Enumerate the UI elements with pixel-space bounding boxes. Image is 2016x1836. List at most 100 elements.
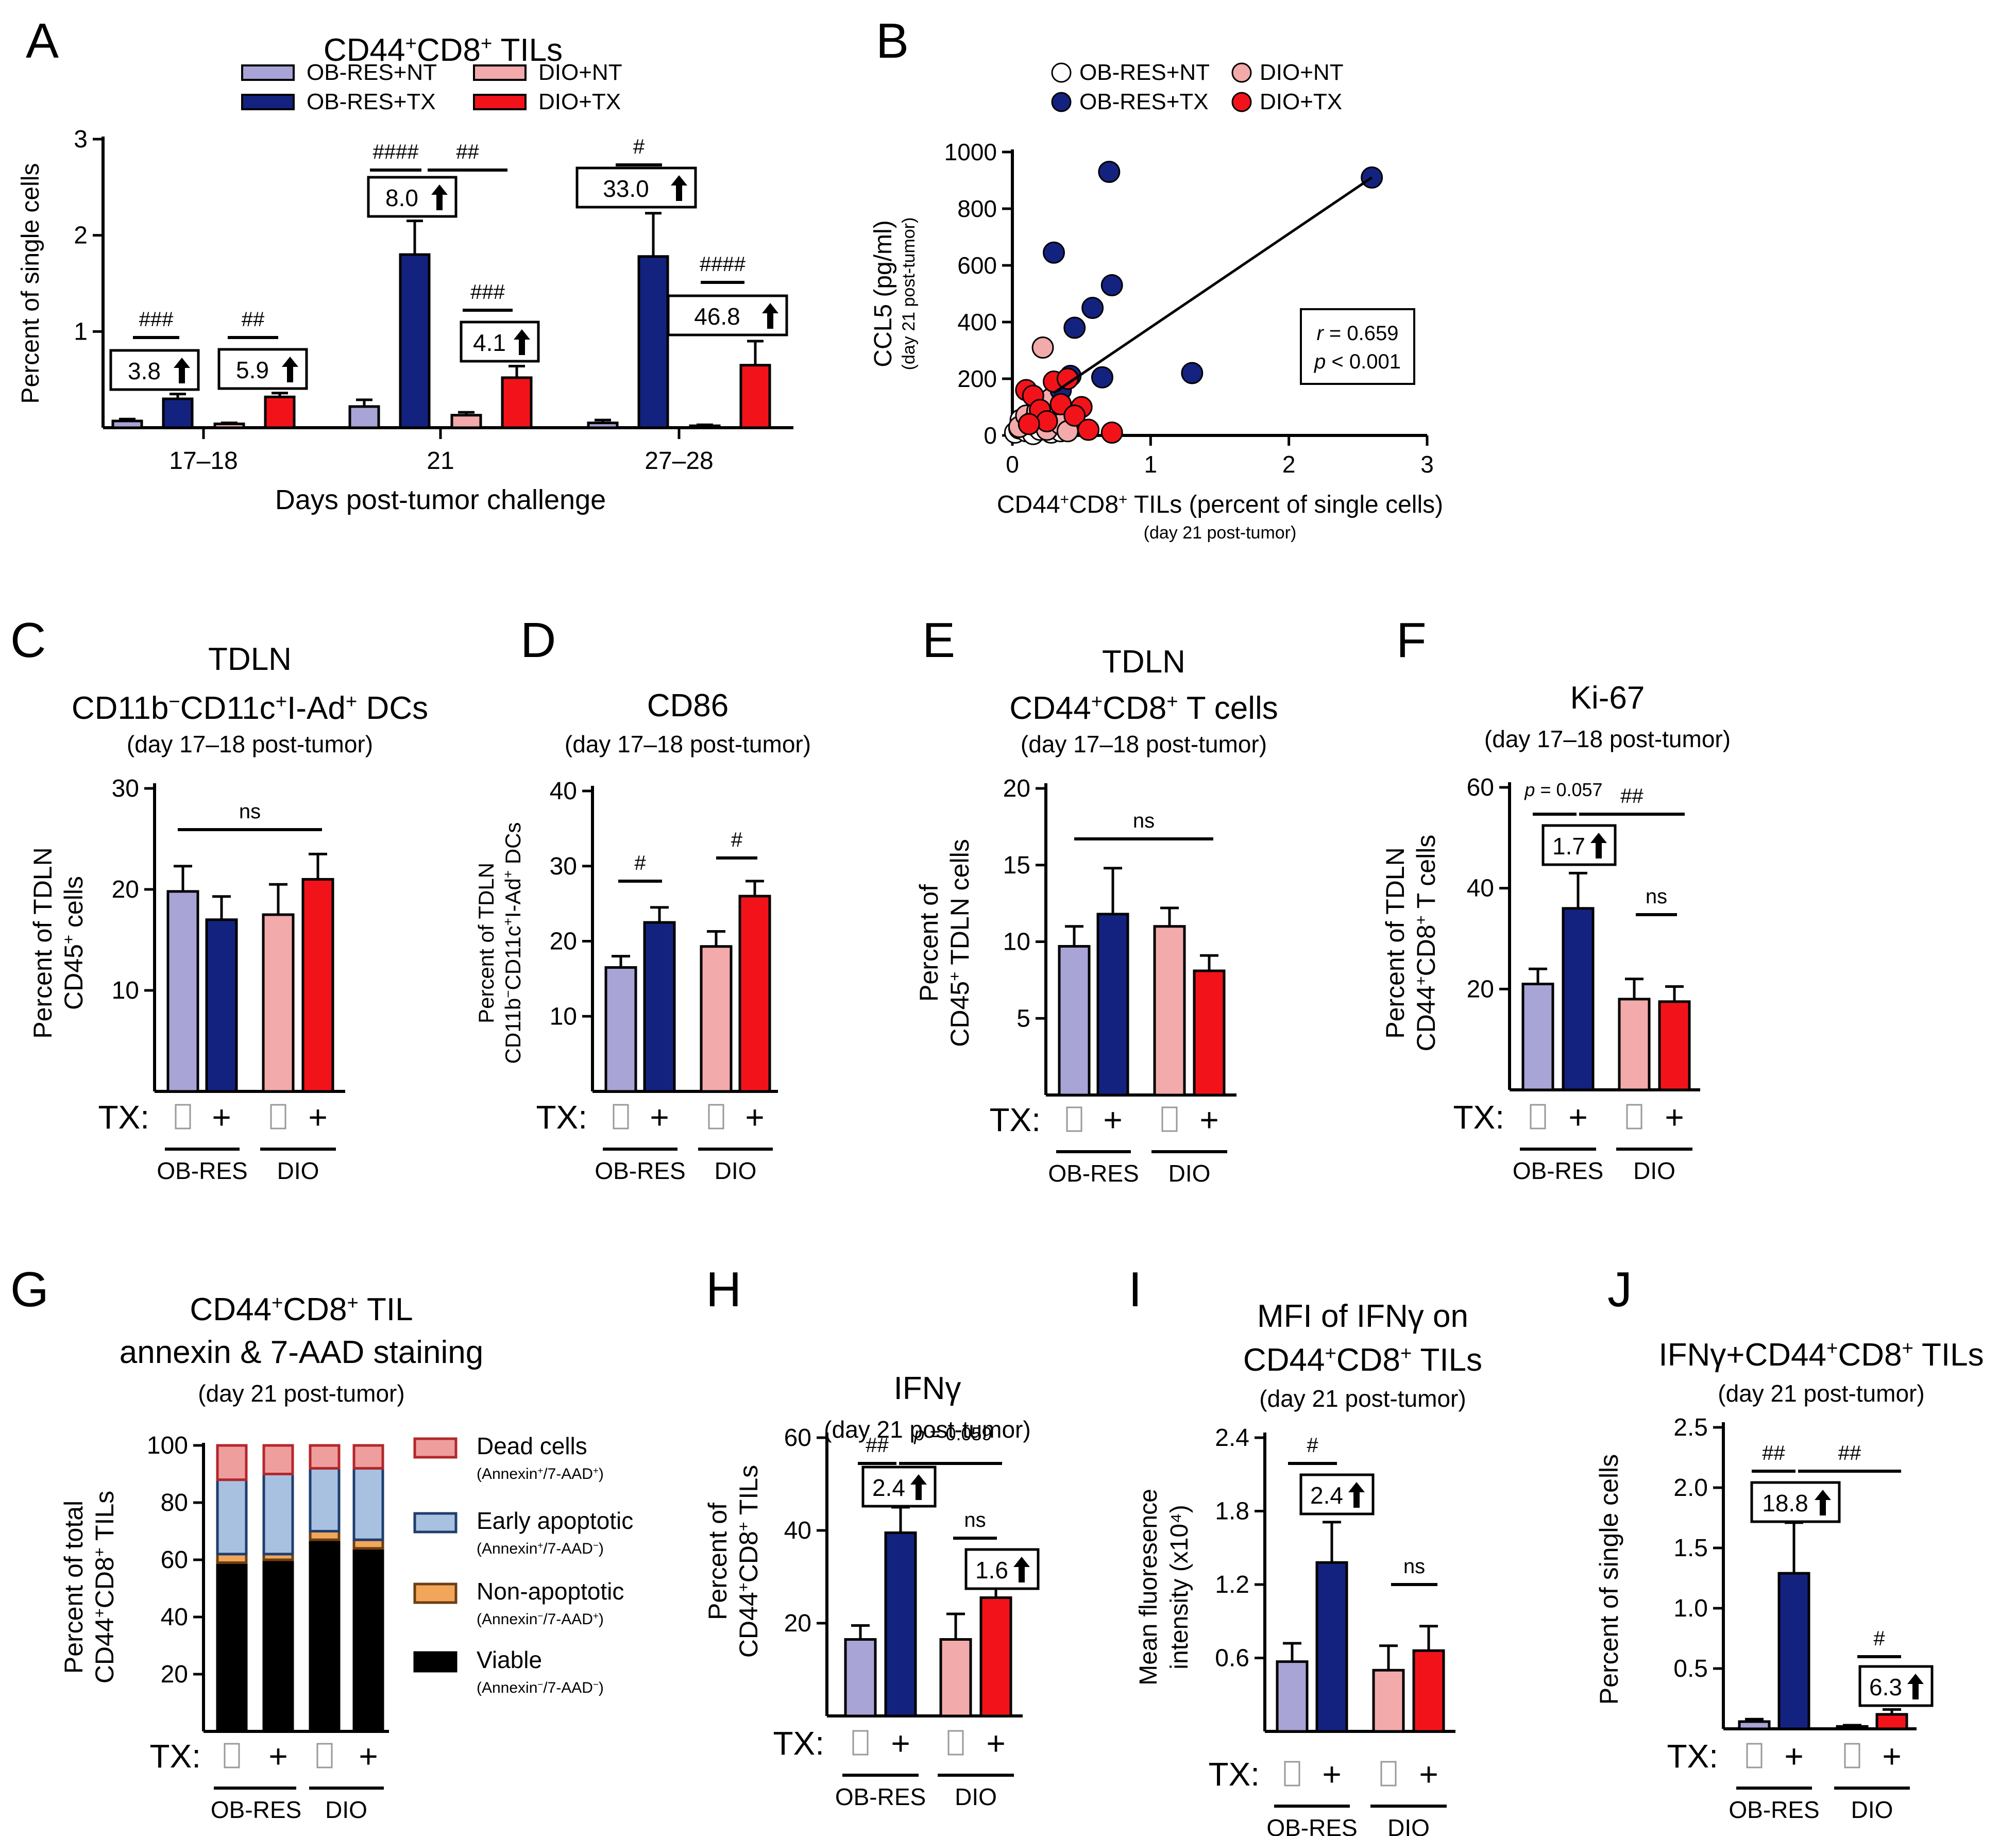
plus-label: +	[1784, 1738, 1803, 1775]
bar	[1618, 998, 1651, 1091]
bar	[348, 405, 380, 429]
plus-label: +	[745, 1099, 764, 1136]
minus-box	[1844, 1743, 1860, 1768]
bar	[1058, 945, 1091, 1097]
bar	[1372, 1669, 1405, 1733]
fold-value: 33.0	[603, 175, 649, 202]
fold-value: 4.1	[473, 329, 506, 356]
panel-letter: B	[876, 13, 909, 69]
stat-p: p < 0.001	[1314, 350, 1401, 373]
y-axis-label: Percent of single cells	[1595, 1454, 1623, 1705]
group-label-dio: DIO	[1387, 1814, 1430, 1836]
group-label-obres: OB-RES	[595, 1157, 685, 1184]
group-label-obres: OB-RES	[211, 1796, 301, 1823]
fold-value: 3.8	[128, 358, 161, 384]
panel-title: (day 17–18 post-tumor)	[1484, 726, 1731, 752]
fold-value: 18.8	[1762, 1490, 1808, 1517]
scatter-point	[1098, 161, 1121, 183]
up-arrow-icon	[282, 357, 298, 382]
stacked-bar-segment	[309, 1444, 341, 1470]
legend-swatch	[241, 94, 295, 110]
legend-label: DIO+TX	[538, 89, 621, 114]
minus-box	[613, 1104, 629, 1130]
legend-marker	[1051, 62, 1072, 83]
stacked-bar-segment	[309, 1538, 341, 1733]
minus-box	[1746, 1743, 1763, 1768]
stacked-bar-segment	[352, 1547, 384, 1733]
bar	[739, 364, 771, 429]
tx-label: TX:	[98, 1099, 149, 1136]
bar	[1658, 1000, 1691, 1091]
x-tick-label: 17–18	[169, 447, 238, 475]
bar	[262, 913, 295, 1093]
bar	[1096, 913, 1129, 1097]
legend-sublabel: (Annexin−/7-AAD−)	[477, 1679, 604, 1697]
scatter-point	[1081, 297, 1104, 319]
bar	[1193, 969, 1226, 1097]
y-axis-label: CD45+ cells	[59, 876, 89, 1010]
y-axis-label: Percent of TDLN	[474, 863, 498, 1023]
x-axis-label: CD44+CD8+ TILs (percent of single cells)	[997, 491, 1443, 519]
panel-title: CD44+CD8+ T cells	[1009, 690, 1278, 727]
sig-label: #	[1873, 1627, 1885, 1650]
tx-label: TX:	[773, 1725, 824, 1762]
stacked-bar-segment	[216, 1444, 248, 1481]
stat-box	[1300, 308, 1415, 385]
bar	[604, 966, 637, 1093]
sig-label: ###	[139, 308, 174, 331]
fold-box	[1858, 1665, 1934, 1707]
y-tick-label: 30	[112, 775, 139, 802]
fold-box	[1299, 1473, 1375, 1515]
panel-title: CD86	[647, 688, 729, 723]
stacked-bar-segment	[352, 1444, 384, 1470]
y-tick-label: 600	[957, 252, 997, 279]
x-axis-label: Days post-tumor challenge	[275, 484, 606, 515]
panel-letter: G	[10, 1262, 49, 1317]
y-tick-label: 1000	[944, 139, 997, 165]
bar	[1412, 1649, 1445, 1733]
y-tick-label: 80	[161, 1489, 188, 1517]
y-tick-label: 2.4	[1215, 1424, 1249, 1452]
minus-box	[175, 1104, 191, 1130]
up-arrow-icon	[1348, 1482, 1365, 1508]
panel-letter: D	[520, 613, 556, 668]
y-tick-label: 20	[550, 928, 577, 955]
panel-title: (day 17–18 post-tumor)	[565, 731, 811, 757]
legend-label: OB-RES+TX	[1079, 89, 1209, 114]
fold-value: 1.6	[975, 1557, 1008, 1584]
legend-swatch	[413, 1437, 458, 1459]
y-tick-label: 5	[1017, 1005, 1030, 1032]
x-tick-label: 0	[1006, 451, 1019, 478]
bar	[162, 397, 194, 429]
y-axis-label: Percent of single cells	[17, 163, 44, 404]
bar	[643, 921, 676, 1093]
bar	[213, 423, 245, 429]
group-label-obres: OB-RES	[1048, 1160, 1139, 1187]
scatter-point	[1100, 274, 1123, 296]
group-label-dio: DIO	[955, 1783, 997, 1810]
y-axis-label: CD44+CD8+ TILs	[90, 1491, 120, 1683]
regression-line	[1053, 176, 1373, 394]
up-arrow-icon	[1013, 1557, 1030, 1582]
panel-a-title: CD44+CD8+ TILs	[324, 32, 563, 69]
up-arrow-icon	[1590, 833, 1607, 858]
sig-label: ns	[1646, 885, 1667, 908]
x-tick-label: 2	[1282, 451, 1296, 478]
plus-label: +	[986, 1725, 1005, 1762]
stacked-bar-segment	[262, 1473, 294, 1556]
panel-letter: C	[10, 613, 46, 668]
group-label-dio: DIO	[325, 1796, 367, 1823]
y-tick-label: 40	[161, 1604, 188, 1631]
plus-label: +	[1419, 1756, 1438, 1793]
bar	[450, 414, 482, 429]
group-label-obres: OB-RES	[1729, 1796, 1819, 1823]
y-axis-label: Percent of TDLN	[1381, 847, 1410, 1038]
minus-box	[1066, 1106, 1082, 1132]
panel-letter: E	[922, 613, 955, 668]
y-tick-label: 800	[957, 195, 997, 222]
up-arrow-icon	[514, 329, 530, 355]
plus-label: +	[1199, 1101, 1218, 1138]
fold-value: 2.4	[872, 1474, 905, 1501]
legend-marker	[1051, 92, 1072, 112]
plus-label: +	[268, 1738, 287, 1775]
